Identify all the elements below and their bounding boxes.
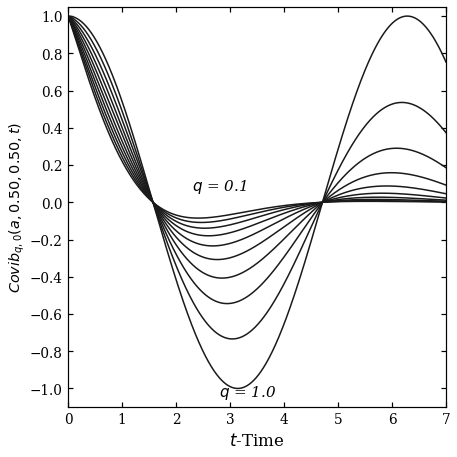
Y-axis label: $\mathit{Covib}_{q,0}(a,0.50,0.50,t)$: $\mathit{Covib}_{q,0}(a,0.50,0.50,t)$: [8, 122, 27, 293]
Text: $q$ = 1.0: $q$ = 1.0: [219, 383, 276, 401]
X-axis label: $t$-Time: $t$-Time: [229, 432, 284, 449]
Text: $q$ = 0.1: $q$ = 0.1: [192, 178, 247, 196]
